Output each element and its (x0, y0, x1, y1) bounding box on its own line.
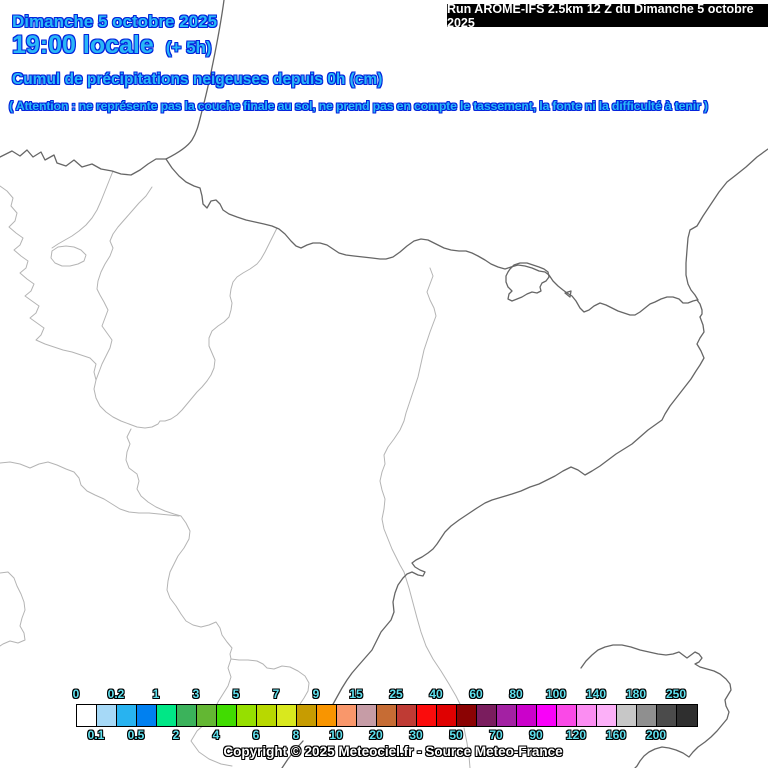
boundary-basque-1 (51, 170, 114, 249)
scale-label-6: 6 (252, 728, 260, 742)
map-subtitle: Cumul de précipitations neigeuses depuis… (12, 71, 383, 88)
coast-north-spain (0, 149, 167, 176)
scale-label-50: 50 (449, 728, 463, 742)
scale-cell-4 (217, 705, 237, 726)
scale-label-70: 70 (489, 728, 503, 742)
scale-cell-140 (597, 705, 617, 726)
boundary-aragon-catalonia (379, 267, 437, 573)
scale-cell-25 (397, 705, 417, 726)
scale-label-30: 30 (409, 728, 423, 742)
run-info-box: Run AROME-IFS 2.5km 12 Z du Dimanche 5 o… (447, 1, 768, 30)
scale-label-2: 2 (172, 728, 180, 742)
boundary-southeast-diagonal (403, 571, 462, 707)
copyright-notice: Copyright © 2025 Meteociel.fr - Source M… (223, 744, 563, 759)
scale-label-160: 160 (605, 728, 627, 742)
coast-mediterranean-france (685, 148, 768, 301)
boundary-navarra-east (159, 227, 278, 422)
scale-cell-30 (417, 705, 437, 726)
scale-label-120: 120 (565, 728, 587, 742)
scale-cell-50 (457, 705, 477, 726)
scale-cell-6 (257, 705, 277, 726)
coast-mallorca (580, 644, 732, 768)
boundary-west-wiggle (0, 571, 26, 647)
scale-label-60: 60 (469, 687, 483, 701)
run-info-text: Run AROME-IFS 2.5km 12 Z du Dimanche 5 o… (447, 1, 754, 30)
admin-boundaries (0, 170, 471, 768)
coast-atlantic-france (165, 0, 225, 160)
scale-label-9: 9 (312, 687, 320, 701)
scale-label-40: 40 (429, 687, 443, 701)
scale-label-250: 250 (665, 687, 687, 701)
border-andorra (505, 262, 550, 302)
scale-cell-160 (617, 705, 637, 726)
scale-cell-0 (77, 705, 97, 726)
scale-cell-180 (637, 705, 657, 726)
date-title: Dimanche 5 octobre 2025 (12, 12, 218, 31)
scale-label-5: 5 (232, 687, 240, 701)
scale-label-3: 3 (192, 687, 200, 701)
scale-label-10: 10 (329, 728, 343, 742)
boundary-rioja-aragon (125, 428, 310, 705)
scale-label-0.2: 0.2 (107, 687, 125, 701)
scale-label-20: 20 (369, 728, 383, 742)
scale-label-4: 4 (212, 728, 220, 742)
scale-label-0.1: 0.1 (87, 728, 105, 742)
scale-label-25: 25 (389, 687, 403, 701)
scale-cell-3 (197, 705, 217, 726)
scale-label-8: 8 (292, 728, 300, 742)
scale-label-80: 80 (509, 687, 523, 701)
scale-cell-120 (577, 705, 597, 726)
scale-cell-9 (317, 705, 337, 726)
scale-cell-8 (297, 705, 317, 726)
time-value: 19:00 locale (12, 31, 154, 59)
scale-cell-15 (357, 705, 377, 726)
scale-cell-1 (157, 705, 177, 726)
border-pyrenees (165, 158, 703, 318)
scale-label-7: 7 (272, 687, 280, 701)
scale-cell-100 (557, 705, 577, 726)
scale-label-100: 100 (545, 687, 567, 701)
scale-cell-0.5 (137, 705, 157, 726)
time-title: 19:00 locale (+ 5h) (12, 31, 212, 60)
scale-cell-5 (237, 705, 257, 726)
boundary-navarra-west (93, 186, 161, 429)
scale-cell-20 (377, 705, 397, 726)
scale-cell-2 (177, 705, 197, 726)
warning-note: ( Attention : ne représente pas la couch… (9, 99, 708, 113)
scale-label-0: 0 (72, 687, 80, 701)
scale-cell-250 (677, 705, 697, 726)
color-scale-bar (76, 704, 698, 727)
scale-label-1: 1 (152, 687, 160, 701)
boundary-southeast-diagonal-lower (463, 727, 471, 768)
scale-cell-7 (277, 705, 297, 726)
boundary-basque-2 (0, 185, 97, 381)
coast-catalonia-lower (281, 740, 304, 768)
scale-cell-10 (337, 705, 357, 726)
boundary-west-horizontal (0, 461, 180, 517)
scale-label-180: 180 (625, 687, 647, 701)
border-llivia-enclave (564, 290, 572, 298)
scale-cell-200 (657, 705, 677, 726)
scale-label-200: 200 (645, 728, 667, 742)
time-offset: (+ 5h) (165, 38, 212, 57)
scale-label-15: 15 (349, 687, 363, 701)
boundary-trevino-enclave (50, 245, 87, 267)
scale-label-0.5: 0.5 (127, 728, 145, 742)
scale-label-90: 90 (529, 728, 543, 742)
scale-cell-40 (437, 705, 457, 726)
scale-cell-60 (477, 705, 497, 726)
coast-catalonia (320, 316, 705, 725)
scale-cell-0.1 (97, 705, 117, 726)
scale-cell-90 (537, 705, 557, 726)
scale-label-140: 140 (585, 687, 607, 701)
scale-cell-0.2 (117, 705, 137, 726)
scale-cell-70 (497, 705, 517, 726)
scale-cell-80 (517, 705, 537, 726)
